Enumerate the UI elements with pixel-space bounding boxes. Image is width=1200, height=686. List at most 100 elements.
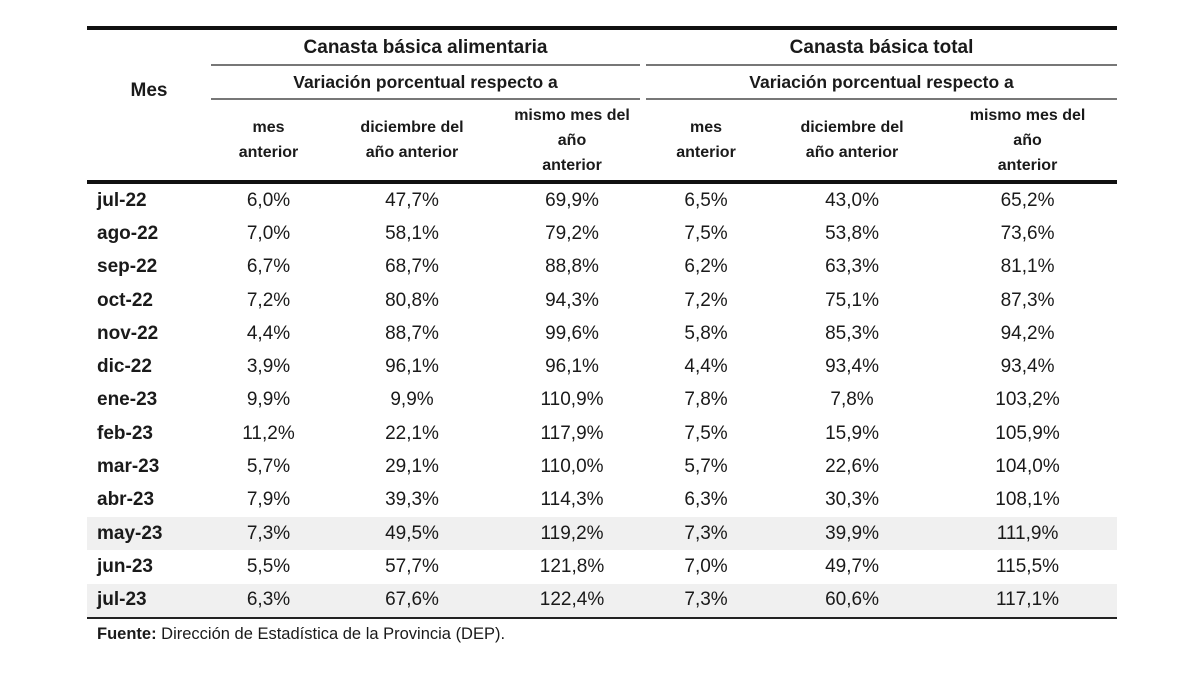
cbt-mismo-mes-value: 104,0% [995, 456, 1060, 478]
table-row: ene-23 9,9% 9,9% 110,9% 7,8% 7,8% 103,2% [87, 384, 1117, 417]
row-month: jul-23 [87, 583, 211, 619]
cba-mismo-mes-value: 110,0% [540, 456, 604, 478]
cba-diciembre-value: 68,7% [385, 256, 439, 278]
table-row: sep-22 6,7% 68,7% 88,8% 6,2% 63,3% 81,1% [87, 251, 1117, 284]
cba-mismo-mes-value: 119,2% [498, 516, 647, 551]
cbt-mismo-mes-value: 73,6% [1000, 222, 1055, 244]
cba-diciembre-value: 96,1% [385, 356, 439, 378]
table-row: jun-23 5,5% 57,7% 121,8% 7,0% 49,7% 115,5% [87, 550, 1117, 583]
row-month: jul-22 [97, 189, 147, 211]
colhead-line: año [1013, 131, 1042, 149]
cba-mes-anterior-value: 6,7% [246, 256, 291, 278]
cbt-mes-anterior-value: 6,5% [684, 189, 728, 211]
row-month: may-23 [87, 516, 211, 551]
cba-diciembre-value: 67,6% [326, 583, 498, 619]
group-subtitle-cba: Variación porcentual respecto a [211, 66, 646, 100]
cba-diciembre-value: 49,5% [326, 516, 498, 551]
cba-diciembre-value: 22,1% [385, 422, 439, 444]
table-body: jul-22 6,0% 47,7% 69,9% 6,5% 43,0% 65,2% ago-22… [87, 182, 1118, 619]
cba-mes-anterior-value: 9,9% [246, 389, 291, 411]
table-header: Mes Canasta básica alimentaria Canasta b… [87, 26, 1118, 184]
cbt-mismo-mes-value: 103,2% [995, 389, 1060, 411]
colhead-line: año [557, 131, 587, 149]
cba-mes-anterior-value: 11,2% [242, 422, 295, 444]
cba-mes-anterior-value: 7,3% [211, 516, 326, 551]
colhead-line: anterior [542, 156, 602, 174]
table-row: feb-23 11,2% 22,1% 117,9% 7,5% 15,9% 105,9% [87, 417, 1117, 450]
group-subtitle-cbt-text: Variación porcentual respecto a [646, 66, 1118, 100]
source-text: Dirección de Estadística de la Provincia… [156, 624, 506, 643]
colhead-line: anterior [997, 156, 1058, 174]
cbt-mes-anterior-value: 7,8% [684, 389, 728, 411]
colhead-cba-diciembre: diciembre del año anterior [326, 100, 498, 184]
cbt-mes-anterior-value: 7,3% [646, 583, 767, 619]
cba-mismo-mes-value: 69,9% [545, 189, 599, 211]
colhead-line: anterior [238, 144, 299, 161]
row-month: oct-22 [97, 289, 153, 311]
cbt-mes-anterior-value: 6,3% [684, 489, 728, 511]
row-month: abr-23 [97, 489, 155, 511]
table-row: mar-23 5,7% 29,1% 110,0% 5,7% 22,6% 104,0% [87, 450, 1117, 483]
cba-mismo-mes-value: 121,8% [539, 555, 605, 577]
cba-mes-anterior-value: 5,5% [246, 555, 291, 577]
cba-diciembre-value: 80,8% [385, 289, 439, 311]
cbt-mismo-mes-value: 87,3% [1000, 289, 1055, 311]
table-row: jul-23 6,3% 67,6% 122,4% 7,3% 60,6% 117,1% [87, 583, 1118, 619]
colhead-line: año anterior [805, 144, 899, 161]
cba-diciembre-value: 47,7% [385, 189, 439, 211]
cbt-mismo-mes-value: 111,9% [938, 516, 1118, 551]
colhead-line: diciembre del [360, 119, 464, 136]
cbt-mes-anterior-value: 7,0% [684, 555, 728, 577]
cba-mismo-mes-value: 110,9% [540, 389, 604, 411]
cbt-mismo-mes-value: 94,2% [1000, 322, 1055, 344]
cbt-mes-anterior-value: 6,2% [684, 256, 728, 278]
colhead-cba-mismo-mes: mismo mes del año anterior [498, 100, 647, 184]
cbt-mismo-mes-value: 81,1% [1000, 256, 1055, 278]
cbt-mismo-mes-value: 115,5% [996, 555, 1060, 577]
group-subtitle-cba-text: Variación porcentual respecto a [211, 66, 641, 100]
cbt-diciembre-value: 7,8% [830, 389, 874, 411]
cbt-diciembre-value: 43,0% [825, 189, 879, 211]
cbt-mismo-mes-value: 65,2% [1000, 189, 1055, 211]
cba-diciembre-value: 29,1% [385, 456, 439, 478]
cba-diciembre-value: 39,3% [385, 489, 439, 511]
cbt-diciembre-value: 75,1% [825, 289, 879, 311]
group-title-cba: Canasta básica alimentaria [211, 26, 647, 66]
colhead-line: diciembre del [800, 119, 904, 136]
group-title-cbt: Canasta básica total [646, 26, 1118, 66]
cba-mismo-mes-value: 114,3% [540, 489, 604, 511]
source-note: Fuente: Dirección de Estadística de la P… [87, 625, 1117, 644]
cbt-mes-anterior-value: 5,7% [684, 456, 728, 478]
group-subtitle-cbt: Variación porcentual respecto a [646, 66, 1118, 100]
row-month: jun-23 [97, 555, 153, 577]
cba-mes-anterior-value: 4,4% [246, 322, 291, 344]
cba-diciembre-value: 58,1% [385, 222, 439, 244]
source-label: Fuente: [97, 624, 157, 643]
table-row: dic-22 3,9% 96,1% 96,1% 4,4% 93,4% 93,4% [87, 350, 1117, 383]
cbt-mes-anterior-value: 5,8% [684, 322, 728, 344]
row-month: sep-22 [97, 256, 158, 278]
cba-mes-anterior-value: 6,0% [246, 189, 291, 211]
table-container: Mes Canasta básica alimentaria Canasta b… [87, 26, 1118, 644]
cba-mismo-mes-value: 117,9% [540, 422, 604, 444]
table-row: jul-22 6,0% 47,7% 69,9% 6,5% 43,0% 65,2% [87, 182, 1117, 217]
cba-diciembre-value: 88,7% [385, 322, 439, 344]
cba-mes-anterior-value: 7,9% [246, 489, 291, 511]
cbt-mes-anterior-value: 7,2% [684, 289, 728, 311]
cbt-mismo-mes-value: 93,4% [1000, 356, 1055, 378]
cbt-diciembre-value: 49,7% [825, 555, 879, 577]
cbt-mes-anterior-value: 7,5% [684, 422, 728, 444]
colhead-cba-mes-anterior: mes anterior [211, 100, 326, 184]
cba-mismo-mes-value: 99,6% [545, 322, 599, 344]
row-month: feb-23 [97, 422, 153, 444]
cba-mes-anterior-value: 7,2% [246, 289, 291, 311]
mes-column-header: Mes [87, 26, 211, 184]
colhead-line: mes [252, 119, 285, 136]
cbt-diciembre-value: 85,3% [825, 322, 879, 344]
cbt-mes-anterior-value: 7,5% [684, 222, 728, 244]
cbt-diciembre-value: 53,8% [825, 222, 879, 244]
cba-mes-anterior-value: 7,0% [246, 222, 291, 244]
row-month: ago-22 [97, 222, 159, 244]
cba-mes-anterior-value: 6,3% [211, 583, 326, 619]
group-title-cba-text: Canasta básica alimentaria [211, 30, 641, 66]
